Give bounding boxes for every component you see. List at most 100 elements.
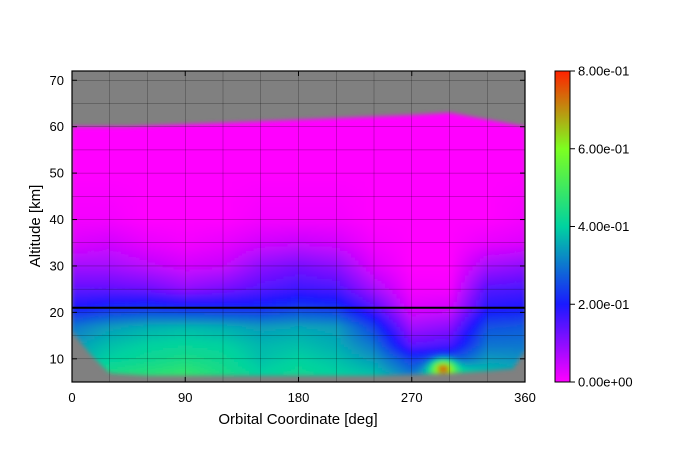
- heatmap-cell: [155, 187, 160, 190]
- heatmap-cell: [102, 285, 107, 289]
- heatmap-cell: [117, 182, 122, 186]
- heatmap-cell: [136, 337, 141, 341]
- heatmap-cell: [226, 270, 232, 274]
- heatmap-cell: [124, 278, 130, 282]
- heatmap-cell: [245, 182, 251, 186]
- heatmap-cell: [238, 135, 243, 139]
- heatmap-cell: [124, 315, 130, 319]
- heatmap-cell: [128, 315, 134, 319]
- heatmap-cell: [102, 220, 107, 224]
- heatmap-cell: [121, 146, 126, 149]
- heatmap-cell: [226, 147, 232, 151]
- heatmap-cell: [155, 170, 160, 174]
- heatmap-cell: [158, 161, 164, 165]
- heatmap-cell: [219, 126, 224, 130]
- heatmap-cell: [200, 212, 205, 216]
- heatmap-cell: [170, 323, 175, 327]
- heatmap-cell: [109, 266, 115, 269]
- heatmap-cell: [155, 337, 160, 341]
- heatmap-cell: [87, 268, 92, 272]
- heatmap-cell: [79, 159, 84, 163]
- heatmap-cell: [219, 361, 224, 365]
- heatmap-cell: [241, 129, 247, 132]
- heatmap-cell: [139, 182, 145, 185]
- heatmap-cell: [230, 168, 235, 172]
- heatmap-cell: [75, 307, 81, 311]
- heatmap-cell: [72, 198, 77, 202]
- heatmap-cell: [83, 335, 88, 339]
- heatmap-cell: [173, 159, 179, 163]
- heatmap-cell: [207, 177, 213, 181]
- heatmap-cell: [98, 233, 103, 237]
- heatmap-cell: [105, 155, 111, 158]
- heatmap-cell: [98, 326, 103, 330]
- heatmap-cell: [90, 140, 96, 144]
- heatmap-cell: [75, 275, 81, 279]
- heatmap-cell: [204, 129, 209, 132]
- heatmap-cell: [136, 302, 141, 306]
- heatmap-cell: [102, 304, 107, 308]
- heatmap-cell: [245, 254, 251, 258]
- heatmap-cell: [189, 152, 194, 156]
- heatmap-cell: [98, 347, 103, 351]
- heatmap-cell: [241, 154, 247, 158]
- heatmap-cell: [211, 203, 217, 207]
- heatmap-cell: [158, 335, 164, 339]
- heatmap-cell: [211, 240, 217, 244]
- heatmap-cell: [185, 177, 190, 181]
- heatmap-cell: [151, 140, 156, 144]
- heatmap-cell: [117, 345, 122, 349]
- heatmap-cell: [189, 194, 194, 197]
- heatmap-cell: [223, 333, 228, 337]
- heatmap-cell: [102, 330, 107, 333]
- heatmap-cell: [177, 189, 183, 193]
- heatmap-cell: [117, 234, 122, 237]
- heatmap-cell: [87, 282, 92, 286]
- heatmap-cell: [181, 205, 186, 209]
- heatmap-cell: [173, 214, 179, 218]
- heatmap-cell: [223, 194, 228, 197]
- heatmap-cell: [200, 224, 205, 228]
- heatmap-cell: [173, 333, 179, 337]
- heatmap-cell: [109, 189, 115, 193]
- heatmap-cell: [139, 312, 145, 315]
- heatmap-cell: [90, 304, 96, 308]
- heatmap-cell: [173, 372, 179, 376]
- heatmap-cell: [155, 147, 160, 151]
- heatmap-cell: [226, 340, 232, 344]
- heatmap-cell: [181, 196, 186, 200]
- heatmap-cell: [105, 199, 111, 203]
- heatmap-cell: [83, 194, 88, 197]
- heatmap-cell: [87, 235, 92, 239]
- heatmap-cell: [226, 122, 232, 125]
- heatmap-cell: [94, 327, 100, 331]
- heatmap-cell: [230, 277, 235, 281]
- heatmap-cell: [79, 317, 84, 320]
- heatmap-cell: [128, 162, 134, 166]
- heatmap-cell: [166, 177, 171, 181]
- heatmap-cell: [105, 345, 111, 349]
- heatmap-cell: [90, 311, 96, 315]
- heatmap-cell: [83, 249, 88, 253]
- heatmap-cell: [87, 212, 92, 216]
- heatmap-cell: [211, 124, 217, 128]
- heatmap-cell: [113, 178, 118, 182]
- heatmap-cell: [215, 293, 220, 297]
- heatmap-cell: [219, 256, 224, 260]
- heatmap-cell: [189, 361, 194, 365]
- heatmap-cell: [94, 317, 100, 321]
- heatmap-cell: [87, 145, 92, 149]
- heatmap-cell: [117, 180, 122, 184]
- heatmap-cell: [189, 214, 194, 218]
- heatmap-cell: [98, 351, 103, 355]
- heatmap-cell: [189, 242, 194, 246]
- heatmap-cell: [139, 189, 145, 192]
- heatmap-cell: [128, 353, 134, 357]
- heatmap-cell: [207, 307, 213, 311]
- heatmap-cell: [151, 233, 156, 237]
- heatmap-cell: [211, 349, 217, 353]
- heatmap-cell: [223, 368, 228, 371]
- heatmap-cell: [136, 369, 141, 373]
- heatmap-cell: [173, 238, 179, 242]
- heatmap-cell: [136, 165, 141, 169]
